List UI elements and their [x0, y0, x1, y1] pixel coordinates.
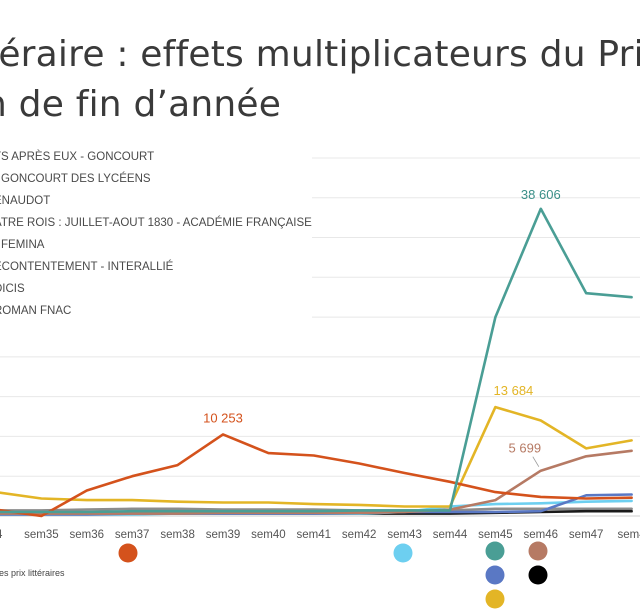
legend-dot [528, 541, 548, 561]
series-line-7 [0, 507, 633, 512]
x-tick-label: sem4 [618, 529, 640, 541]
x-tick-label: sem40 [251, 529, 286, 541]
x-tick-label: sem47 [569, 529, 604, 541]
legend-item-medicis: DICIS [0, 283, 25, 295]
x-tick-label: sem38 [160, 529, 195, 541]
x-tick-label: sem35 [24, 529, 59, 541]
legend-dot [485, 589, 505, 609]
legend-dot [528, 565, 548, 585]
data-label: 10 253 [203, 410, 243, 425]
legend-item-femina: - FEMINA [0, 239, 45, 251]
legend-item-roman-fnac: ROMAN FNAC [0, 305, 72, 317]
legend-item-goncourt-lyceens: - GONCOURT DES LYCÉENS [0, 173, 151, 185]
x-tick-label: sem42 [342, 529, 377, 541]
x-tick-label: sem44 [433, 529, 468, 541]
x-tick-label: sem45 [478, 529, 513, 541]
legend-item-renaudot: ENAUDOT [0, 195, 51, 207]
x-tick-label: sem39 [206, 529, 241, 541]
x-tick-label: sem37 [115, 529, 150, 541]
annotation-leader [532, 456, 540, 467]
chart-title-line2: n de fin d’année [0, 84, 282, 125]
x-tick-label: 34 [0, 529, 3, 541]
data-label: 38 606 [521, 187, 561, 202]
x-tick-label: sem43 [387, 529, 422, 541]
data-label: 5 699 [509, 441, 542, 456]
legend-dot [485, 565, 505, 585]
series-line-3 [0, 433, 633, 518]
series-line-0 [0, 207, 633, 514]
x-tick-label: sem46 [524, 529, 559, 541]
x-tick-label: sem41 [297, 529, 332, 541]
legend-item-academie-francaise: ATRE ROIS : JUILLET-AOUT 1830 - ACADÉMIE… [0, 217, 312, 229]
legend-dot [393, 543, 413, 563]
data-label: 13 684 [494, 383, 534, 398]
x-tick-label: sem36 [70, 529, 105, 541]
footer-note: des prix littéraires [0, 568, 65, 578]
series-line-2 [0, 449, 633, 515]
legend-dot [485, 541, 505, 561]
chart-title-line1: téraire : effets multiplicateurs du Prix [0, 34, 640, 75]
gridlines [0, 157, 640, 477]
series-line-1 [0, 405, 633, 508]
legend-item-interallie: ÉCONTENTEMENT - INTERALLIÉ [0, 261, 174, 273]
legend-item-goncourt: TS APRÈS EUX - GONCOURT [0, 151, 155, 163]
legend-dot [118, 543, 138, 563]
